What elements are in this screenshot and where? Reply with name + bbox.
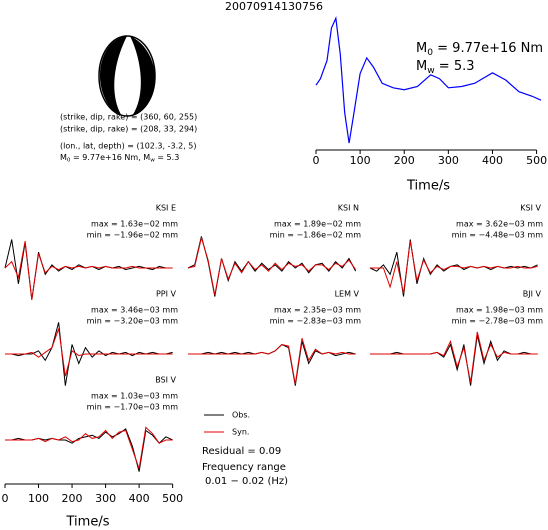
- min-label: min = −1.70e−03 mm: [87, 403, 179, 412]
- x-tick-label: 0: [2, 492, 9, 505]
- beachball: [98, 35, 156, 117]
- subscript: w: [427, 65, 435, 75]
- waveform: [369, 239, 538, 297]
- mechanism-line: (strike, dip, rake) = (208, 33, 294): [60, 125, 197, 134]
- annotation: Mw = 5.3: [416, 59, 475, 76]
- symbol: M: [416, 59, 427, 74]
- waveform: [4, 239, 173, 300]
- subscript: 0: [427, 47, 433, 57]
- note: 0.01 − 0.02 (Hz): [205, 476, 288, 487]
- station-label: LEM V: [335, 290, 360, 299]
- station-label: KSI E: [156, 204, 176, 213]
- legend-label: Syn.: [232, 428, 249, 437]
- subscript: 0: [67, 157, 71, 163]
- min-label: min = −1.86e−02 mm: [270, 231, 362, 240]
- x-tick-label: 100: [350, 154, 371, 167]
- x-tick-label: 0: [313, 154, 320, 167]
- station-label: BJI V: [523, 290, 542, 299]
- waveform: [5, 426, 173, 469]
- waveform: [4, 240, 173, 300]
- moment-line: M0 = 9.77e+16 Nm, Mw = 5.3: [60, 153, 179, 163]
- max-label: max = 1.63e−02 mm: [91, 220, 178, 229]
- waveform: [370, 334, 538, 386]
- max-label: max = 3.62e−03 mm: [456, 220, 543, 229]
- waveform: [187, 235, 357, 296]
- station-label: PPI V: [156, 290, 177, 299]
- max-label: max = 1.98e−03 mm: [456, 306, 543, 315]
- mechanism-line: (strike, dip, rake) = (360, 60, 255): [60, 113, 197, 122]
- beachball-quadrant: [99, 36, 127, 116]
- figure-title: 20070914130756: [225, 0, 323, 13]
- max-label: max = 1.89e−02 mm: [274, 220, 361, 229]
- x-axis-label: Time/s: [66, 515, 110, 530]
- x-tick-label: 200: [62, 492, 83, 505]
- x-tick-label: 200: [394, 154, 415, 167]
- text: = 5.3: [155, 153, 180, 162]
- min-label: min = −2.78e−03 mm: [452, 317, 544, 326]
- waveform: [370, 240, 538, 294]
- symbol: M: [60, 153, 67, 162]
- x-tick-label: 100: [28, 492, 49, 505]
- annotation: M0 = 9.77e+16 Nm: [416, 41, 543, 58]
- symbol: M: [416, 41, 427, 56]
- x-tick-label: 500: [162, 492, 183, 505]
- x-tick-label: 400: [129, 492, 150, 505]
- x-tick-label: 300: [95, 492, 116, 505]
- station-label: KSI V: [520, 204, 541, 213]
- max-label: max = 1.03e−03 mm: [91, 392, 178, 401]
- mechanism-line: (lon., lat, depth) = (102.3, -3.2, 5): [60, 142, 197, 151]
- legend-label: Obs.: [232, 411, 250, 420]
- beachball-quadrant: [130, 36, 156, 116]
- x-tick-label: 300: [438, 154, 459, 167]
- text: = 9.77e+16 Nm,: [70, 153, 143, 162]
- x-axis-label: Time/s: [406, 179, 450, 194]
- waveform: [5, 428, 173, 472]
- max-label: max = 2.35e−03 mm: [274, 306, 361, 315]
- waveform: [5, 328, 173, 377]
- max-label: max = 3.46e−03 mm: [91, 306, 178, 315]
- x-tick-label: 400: [482, 154, 503, 167]
- symbol: M: [143, 153, 150, 162]
- waveform: [188, 341, 356, 386]
- stf-line: [315, 16, 542, 144]
- min-label: min = −4.48e−03 mm: [452, 231, 544, 240]
- note: Residual = 0.09: [202, 446, 281, 457]
- min-label: min = −2.83e−03 mm: [270, 317, 362, 326]
- min-label: min = −1.96e−02 mm: [87, 231, 179, 240]
- station-label: KSI N: [338, 204, 359, 213]
- text: = 5.3: [435, 59, 475, 74]
- waveform: [188, 338, 356, 385]
- text: = 9.77e+16 Nm: [433, 41, 543, 56]
- min-label: min = −3.20e−03 mm: [87, 317, 179, 326]
- station-label: BSI V: [155, 376, 176, 385]
- waveform: [370, 331, 538, 383]
- note: Frequency range: [202, 462, 286, 473]
- subscript: w: [150, 157, 155, 163]
- x-tick-label: 500: [526, 154, 547, 167]
